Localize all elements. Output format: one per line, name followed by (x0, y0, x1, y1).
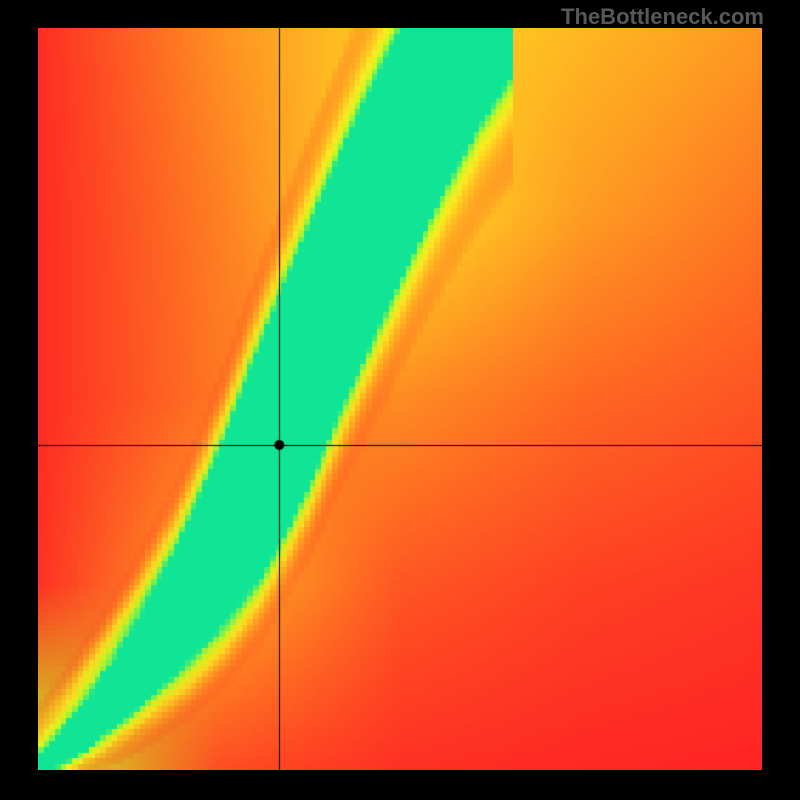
watermark-text: TheBottleneck.com (561, 4, 764, 30)
bottleneck-heatmap (38, 28, 762, 770)
chart-container: TheBottleneck.com (0, 0, 800, 800)
